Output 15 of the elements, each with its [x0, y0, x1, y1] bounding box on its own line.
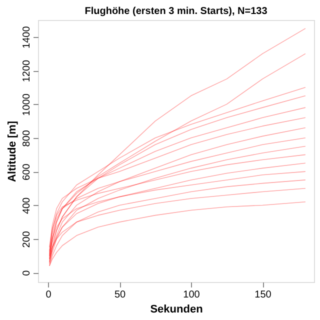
y-tick-label: 1000 — [22, 93, 32, 116]
x-tick-label: 150 — [254, 290, 272, 300]
y-tick-label: 400 — [22, 196, 32, 214]
y-tick-label: 600 — [22, 163, 32, 180]
x-tick-label: 100 — [183, 290, 200, 300]
y-tick-label: 800 — [22, 130, 32, 147]
y-tick-label: 0 — [22, 270, 32, 276]
x-tick-label: 0 — [46, 290, 52, 300]
y-tick-label: 1200 — [22, 59, 32, 82]
y-tick-label: 1400 — [22, 26, 32, 48]
chart-title: Flughöhe (ersten 3 min. Starts), N=133 — [84, 6, 268, 17]
x-axis-title: Sekunden — [150, 304, 204, 316]
y-axis-title: Altitude [m] — [6, 120, 18, 182]
x-tick-label: 50 — [114, 290, 126, 300]
y-tick-label: 200 — [22, 230, 32, 248]
